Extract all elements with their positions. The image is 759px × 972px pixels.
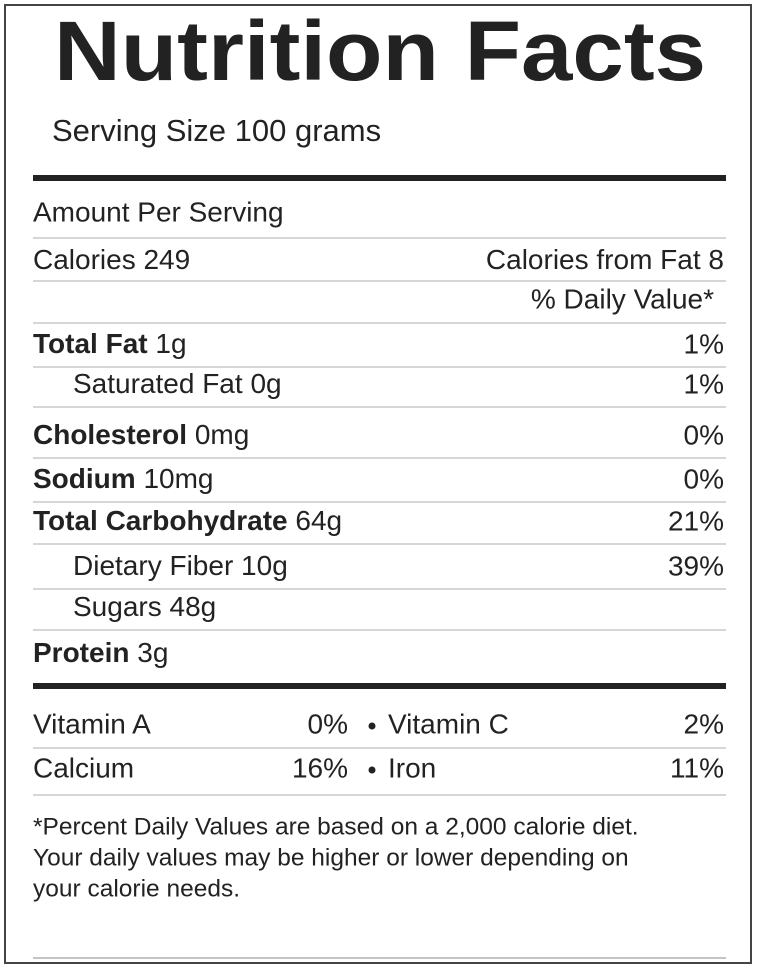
amount: 249 — [143, 244, 190, 275]
calories-from-fat: Calories from Fat 8 — [486, 244, 724, 275]
daily-value: 0% — [684, 419, 724, 450]
label: Cholesterol — [33, 419, 187, 450]
label: Protein — [33, 637, 129, 668]
vitamin-name: Vitamin A — [33, 708, 151, 739]
nutrient-row: Total Fat 1g — [33, 328, 187, 359]
daily-value: 1% — [684, 368, 724, 399]
footnote-line: your calorie needs. — [33, 875, 240, 902]
amount: 0g — [250, 368, 281, 399]
footnote-line: Your daily values may be higher or lower… — [33, 844, 629, 871]
label: Calories from Fat — [486, 244, 701, 275]
label-border — [4, 4, 752, 964]
amount: 3g — [137, 637, 168, 668]
label: Saturated Fat — [73, 368, 243, 399]
vitamin-value: 2% — [684, 708, 724, 739]
vitamin-value: 0% — [308, 708, 348, 739]
amount: 0mg — [195, 419, 249, 450]
label: Calories — [33, 244, 136, 275]
sub-nutrient-row: Sugars 48g — [73, 591, 216, 622]
sub-nutrient-row: Saturated Fat 0g — [73, 368, 282, 399]
daily-value: 1% — [684, 328, 724, 359]
bullet — [368, 766, 376, 774]
daily-value: 0% — [684, 463, 724, 494]
vitamin-value: 16% — [292, 752, 348, 783]
amount: 1g — [155, 328, 186, 359]
nutrient-row: Cholesterol 0mg — [33, 419, 249, 450]
daily-value-header: % Daily Value* — [531, 283, 714, 314]
amount: 64g — [295, 505, 342, 536]
calories: Calories 249 — [33, 244, 190, 275]
serving-size: Serving Size 100 grams — [52, 113, 381, 148]
nutrient-row: Protein 3g — [33, 637, 168, 668]
daily-value: 39% — [668, 550, 724, 581]
label: Sodium — [33, 463, 136, 494]
sub-nutrient-row: Dietary Fiber 10g — [73, 550, 288, 581]
vitamin-value: 11% — [670, 752, 724, 783]
daily-value: 21% — [668, 505, 724, 536]
label: Sugars — [73, 591, 162, 622]
nutrient-row: Total Carbohydrate 64g — [33, 505, 342, 536]
label: Total Carbohydrate — [33, 505, 288, 536]
vitamin-name: Iron — [388, 752, 436, 783]
vitamin-name: Vitamin C — [388, 708, 509, 739]
amount: 10mg — [143, 463, 213, 494]
label: Dietary Fiber — [73, 550, 233, 581]
bullet — [368, 722, 376, 730]
vitamin-name: Calcium — [33, 752, 134, 783]
title: Nutrition Facts — [54, 4, 706, 98]
footnote-line: *Percent Daily Values are based on a 2,0… — [33, 813, 639, 840]
nutrient-row: Sodium 10mg — [33, 463, 214, 494]
amount-per-serving: Amount Per Serving — [33, 196, 284, 227]
amount: 48g — [170, 591, 217, 622]
amount: 10g — [241, 550, 288, 581]
label: Total Fat — [33, 328, 148, 359]
amount: 8 — [708, 244, 724, 275]
